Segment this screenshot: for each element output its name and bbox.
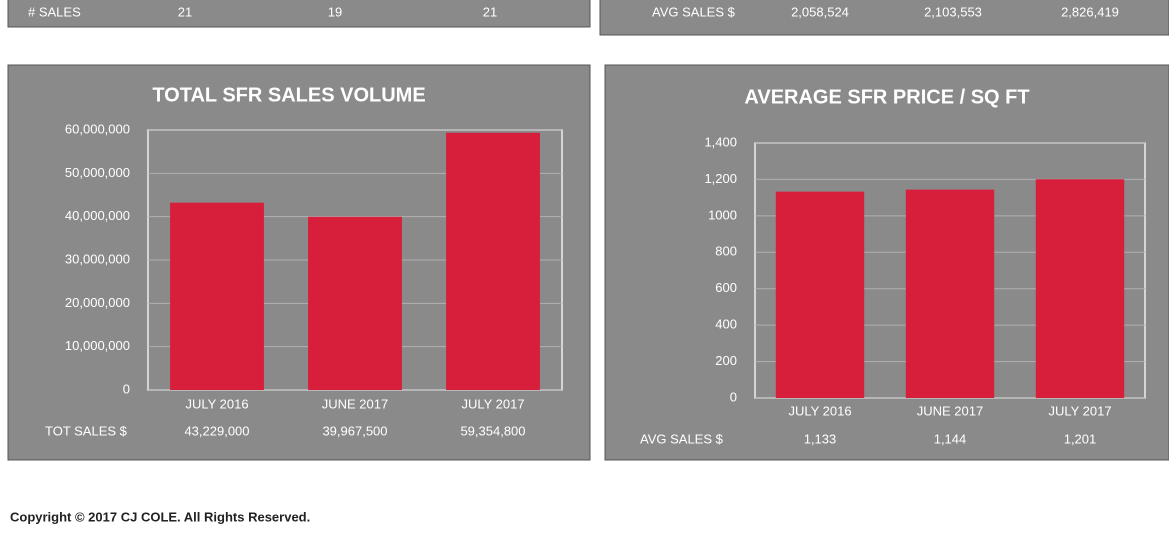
cell: 19 xyxy=(328,4,342,19)
y-tick-label: 800 xyxy=(715,244,737,259)
y-tick-label: 200 xyxy=(715,353,737,368)
x-tick-label: JULY 2017 xyxy=(461,396,524,411)
cell: 2,826,419 xyxy=(1061,4,1119,19)
value-label: 39,967,500 xyxy=(322,423,387,438)
y-tick-label: 30,000,000 xyxy=(65,251,130,266)
row-label: # SALES xyxy=(28,4,81,19)
x-tick-label: JUNE 2017 xyxy=(917,403,983,418)
y-tick-label: 1,200 xyxy=(704,171,737,186)
row-label: TOT SALES $ xyxy=(45,423,128,438)
bar xyxy=(1035,179,1125,398)
chart-title: AVERAGE SFR PRICE / SQ FT xyxy=(744,86,1029,108)
copyright: Copyright © 2017 CJ COLE. All Rights Res… xyxy=(10,509,310,524)
y-tick-label: 600 xyxy=(715,280,737,295)
bar xyxy=(905,189,995,398)
row-label: AVG SALES $ xyxy=(640,431,724,446)
y-tick-label: 1000 xyxy=(708,207,737,222)
value-label: 43,229,000 xyxy=(184,423,249,438)
value-label: 1,133 xyxy=(804,431,837,446)
y-tick-label: 1,400 xyxy=(704,134,737,149)
y-tick-label: 50,000,000 xyxy=(65,165,130,180)
value-label: 1,144 xyxy=(934,431,967,446)
y-tick-label: 0 xyxy=(730,389,737,404)
bar xyxy=(446,132,540,390)
y-tick-label: 10,000,000 xyxy=(65,338,130,353)
chart-title: TOTAL SFR SALES VOLUME xyxy=(152,84,425,106)
x-tick-label: JUNE 2017 xyxy=(322,396,388,411)
x-tick-label: JULY 2016 xyxy=(185,396,248,411)
y-tick-label: 0 xyxy=(123,381,130,396)
y-tick-label: 400 xyxy=(715,317,737,332)
bar xyxy=(308,216,402,390)
bar xyxy=(170,202,264,390)
y-tick-label: 20,000,000 xyxy=(65,295,130,310)
x-tick-label: JULY 2016 xyxy=(788,403,851,418)
y-tick-label: 60,000,000 xyxy=(65,121,130,136)
x-tick-label: JULY 2017 xyxy=(1048,403,1111,418)
value-label: 1,201 xyxy=(1064,431,1097,446)
row-label: AVG SALES $ xyxy=(652,4,736,19)
top-strip xyxy=(7,0,591,28)
top-strip xyxy=(599,0,1169,36)
cell: 2,058,524 xyxy=(791,4,849,19)
cell: 2,103,553 xyxy=(924,4,982,19)
value-label: 59,354,800 xyxy=(460,423,525,438)
bar xyxy=(775,191,865,398)
cell: 21 xyxy=(483,4,497,19)
cell: 21 xyxy=(178,4,192,19)
y-tick-label: 40,000,000 xyxy=(65,208,130,223)
